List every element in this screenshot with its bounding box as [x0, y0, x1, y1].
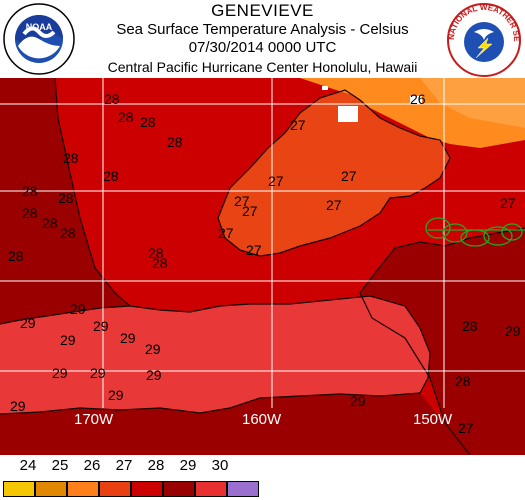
- sst-27-region: [218, 90, 450, 256]
- isotherm-label-27: 27: [326, 197, 342, 213]
- isotherm-label-28: 28: [148, 245, 164, 261]
- isotherm-label-28: 28: [58, 190, 74, 206]
- legend-swatch: [163, 481, 195, 497]
- longitude-labels: 170W 160W 150W: [74, 411, 453, 428]
- legend-label: 28: [147, 457, 165, 474]
- legend-label: 30: [211, 457, 229, 474]
- isotherm-label-28: 28: [167, 134, 183, 150]
- isotherm-label-29: 29: [10, 398, 26, 414]
- isotherm-label-28: 28: [152, 255, 168, 271]
- isotherm-label-29: 29: [90, 365, 106, 381]
- isotherm-label-29: 29: [60, 332, 76, 348]
- legend-label: 29: [179, 457, 197, 474]
- legend-label: 27: [115, 457, 133, 474]
- longitude-label-170w: 170W: [74, 411, 114, 428]
- nws-logo-icon: NATIONAL WEATHER SERVICE: [446, 2, 521, 77]
- longitude-label-160w: 160W: [242, 411, 282, 428]
- isotherm-label-28: 28: [8, 248, 24, 264]
- isotherm-label-27: 27: [290, 117, 306, 133]
- isotherm-label-28: 28: [22, 205, 38, 221]
- hawaiian-islands: [322, 86, 422, 122]
- storm-name: GENEVIEVE: [211, 1, 314, 20]
- legend-swatch: [35, 481, 67, 497]
- legend-label: 24: [19, 457, 37, 474]
- isotherm-label-28: 28: [42, 215, 58, 231]
- isotherm-label-28: 28: [104, 91, 120, 107]
- noaa-logo-text: NOAA: [26, 22, 53, 32]
- legend-swatch: [99, 481, 131, 497]
- sst-29-dark-region-south: [0, 393, 470, 455]
- legend-swatch: [227, 481, 259, 497]
- analysis-datetime: 07/30/2014 0000 UTC: [188, 39, 337, 56]
- isotherm-label-27: 27: [218, 225, 234, 241]
- isotherm-contours: [0, 78, 525, 455]
- isotherm-label-28: 28: [60, 225, 76, 241]
- isotherm-label-27: 27: [242, 203, 258, 219]
- sst-map: 28 28 28 28 28 28 28 28 28 28 28 28 28 2…: [0, 78, 525, 455]
- storm-track: [425, 217, 525, 247]
- longitude-label-150w: 150W: [413, 411, 453, 428]
- legend-label: 25: [51, 457, 69, 474]
- sst-29-light-region: [0, 296, 430, 414]
- legend-swatch: [195, 481, 227, 497]
- isotherm-label-29: 29: [120, 330, 136, 346]
- isotherm-label-27: 27: [234, 193, 250, 209]
- isotherm-label-28: 28: [140, 114, 156, 130]
- isotherm-label-27: 27: [500, 195, 516, 211]
- isotherm-label-29: 29: [145, 341, 161, 357]
- legend-swatch: [131, 481, 163, 497]
- isotherm-label-27: 27: [341, 168, 357, 184]
- isotherm-label-29: 29: [146, 367, 162, 383]
- isotherm-label-26: 26: [410, 91, 426, 107]
- isotherm-label-29: 29: [505, 323, 521, 339]
- isotherm-label-28: 28: [118, 109, 134, 125]
- product-title: Sea Surface Temperature Analysis - Celsi…: [116, 21, 409, 38]
- header-panel: GENEVIEVE Sea Surface Temperature Analys…: [0, 0, 525, 78]
- isotherm-label-27: 27: [268, 173, 284, 189]
- lat-lon-grid: [0, 78, 525, 408]
- isotherm-label-29: 29: [108, 387, 124, 403]
- isotherm-label-29: 29: [70, 301, 86, 317]
- isotherm-label-27: 27: [246, 242, 262, 258]
- sst-29-dark-region-west: [0, 78, 130, 324]
- isotherm-labels: 28 28 28 28 28 28 28 28 28 28 28 28 28 2…: [8, 91, 521, 436]
- isotherm-label-29: 29: [350, 393, 366, 409]
- isotherm-label-28: 28: [63, 150, 79, 166]
- isotherm-label-28: 28: [22, 183, 38, 199]
- legend-swatch: [3, 481, 35, 497]
- isotherm-label-29: 29: [52, 365, 68, 381]
- legend-labels: 24 25 26 27 28 29 30: [0, 457, 525, 477]
- legend-swatch: [67, 481, 99, 497]
- sst-29-dark-region-east: [360, 228, 525, 455]
- isotherm-label-28: 28: [103, 168, 119, 184]
- isotherm-label-29: 29: [93, 318, 109, 334]
- legend-label: 26: [83, 457, 101, 474]
- isotherm-label-29: 29: [20, 315, 36, 331]
- isotherm-label-28: 28: [455, 373, 471, 389]
- isotherm-label-27: 27: [458, 420, 474, 436]
- issuing-center: Central Pacific Hurricane Center Honolul…: [107, 59, 418, 75]
- isotherm-label-28: 28: [462, 318, 478, 334]
- sst-25-region: [420, 78, 525, 128]
- noaa-logo-icon: NOAA: [3, 3, 75, 75]
